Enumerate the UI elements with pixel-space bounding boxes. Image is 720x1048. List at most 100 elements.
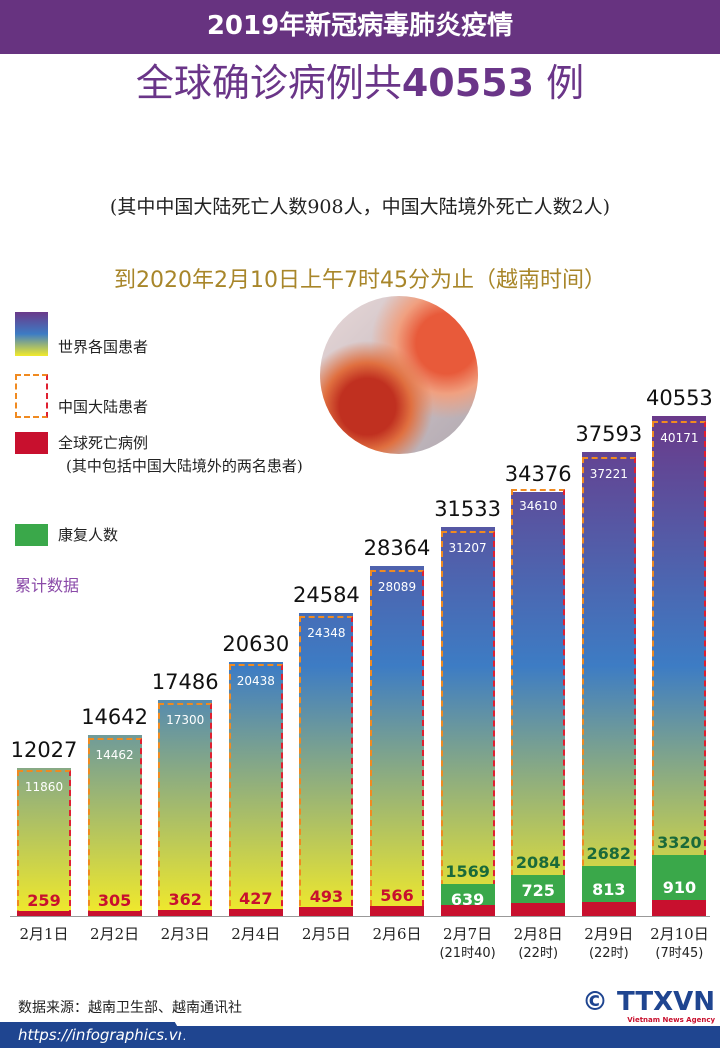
data-source: 数据来源：越南卫生部、越南通讯社 <box>18 1000 242 1016</box>
china-label: 28089 <box>377 579 417 594</box>
headline-prefix: 全球确诊病例共 <box>135 61 402 105</box>
x-tick-note: (7时45) <box>655 946 704 961</box>
deaths-label: 566 <box>380 886 414 906</box>
x-tick-note: (22时) <box>588 946 629 961</box>
china-label: 14462 <box>95 747 134 762</box>
x-tick-label: 2月9日 (22时) <box>574 925 644 963</box>
total-label: 28364 <box>363 536 431 561</box>
total-label: 34376 <box>504 462 572 487</box>
legend-deaths-swatch <box>15 432 48 454</box>
logo-subtext: Vietnam News Agency <box>627 1016 716 1024</box>
recovered-label: 3320 <box>657 833 702 853</box>
virus-image <box>320 296 478 454</box>
x-tick-label: 2月3日 <box>150 925 220 944</box>
deaths-label: 910 <box>662 878 697 898</box>
bar-deaths <box>299 907 354 916</box>
x-tick-date: 2月1日 <box>19 925 69 943</box>
china-label: 31207 <box>448 541 487 556</box>
deaths-label: 305 <box>97 890 132 910</box>
logo-text: © TTXVN <box>582 987 716 1017</box>
headline: 全球确诊病例共40553 例 <box>0 58 720 108</box>
legend-world-swatch <box>15 312 48 356</box>
china-label: 40171 <box>660 430 699 445</box>
bar-recovered <box>652 855 707 901</box>
recovered-label: 2682 <box>586 843 632 863</box>
china-label: 24348 <box>307 625 346 640</box>
x-tick-label: 2月6日 <box>362 925 432 944</box>
total-label: 12027 <box>10 737 78 762</box>
x-tick-label: 2月7日 (21时40) <box>433 925 503 963</box>
bar-deaths <box>440 904 495 916</box>
site-url[interactable]: https://infographics.vn <box>0 1022 190 1048</box>
x-tick-date: 2月7日 <box>443 925 493 943</box>
bar-world <box>87 735 142 916</box>
x-tick-date: 2月4日 <box>231 925 281 943</box>
bar-world <box>511 492 566 916</box>
deaths-label: 259 <box>27 891 61 910</box>
bar-recovered <box>511 875 566 904</box>
bar-china <box>87 737 142 916</box>
recovered-label: 1569 <box>445 861 490 881</box>
as-of-date: 到2020年2月10日上午7时45分为止（越南时间） <box>114 268 606 293</box>
bar-deaths <box>87 910 142 916</box>
bar-world <box>652 416 707 916</box>
deaths-label: 813 <box>592 879 626 899</box>
x-tick-label: 2月8日 (22时) <box>503 925 573 963</box>
total-label: 14642 <box>81 705 148 730</box>
headline-suffix: 例 <box>534 61 585 105</box>
bar-recovered <box>440 883 495 905</box>
deaths-label: 493 <box>309 887 344 907</box>
legend-china-swatch <box>15 374 48 418</box>
x-tick-date: 2月10日 <box>650 925 709 943</box>
bar-world <box>228 661 283 916</box>
deaths-label: 725 <box>521 881 555 901</box>
total-label: 40553 <box>645 386 713 410</box>
bar-deaths <box>652 900 707 916</box>
x-tick-note: (22时) <box>518 946 559 961</box>
bar-world <box>440 527 495 916</box>
deaths-label: 362 <box>168 889 202 909</box>
bar-china <box>299 615 354 916</box>
x-tick-label: 2月2日 <box>80 925 150 944</box>
deaths-label: 639 <box>450 890 485 909</box>
bar-world <box>370 566 424 916</box>
bar-china <box>158 702 213 916</box>
death-note: (其中中国大陆死亡人数908人，中国大陆境外死亡人数2人) <box>109 196 611 218</box>
total-label: 17486 <box>151 670 219 695</box>
china-label: 17300 <box>166 712 205 727</box>
x-tick-note: (21时40) <box>439 946 496 961</box>
china-label: 20438 <box>236 674 275 688</box>
x-tick-date: 2月3日 <box>160 925 210 943</box>
bar-china <box>440 531 495 916</box>
bar-deaths <box>158 909 213 916</box>
x-tick-date: 2月9日 <box>584 925 634 943</box>
x-tick-label: 2月4日 <box>221 925 291 944</box>
bar-deaths <box>370 906 424 916</box>
x-tick-label: 2月10日 (7时45) <box>644 925 714 963</box>
deaths-label: 427 <box>239 888 273 908</box>
bar-world <box>299 612 354 916</box>
x-tick-label: 2月1日 <box>9 925 79 944</box>
x-tick-date: 2月6日 <box>372 925 422 943</box>
total-label: 31533 <box>434 497 501 522</box>
total-label: 20630 <box>222 631 290 656</box>
total-label: 24584 <box>292 582 360 607</box>
x-tick-label: 2月5日 <box>291 925 361 944</box>
bar-deaths <box>511 903 566 916</box>
bar-deaths <box>17 911 71 916</box>
bar-china <box>228 664 283 916</box>
bar-deaths <box>228 908 283 916</box>
china-label: 11860 <box>24 779 64 794</box>
header-title: 2019年新冠病毒肺炎疫情 <box>0 0 720 54</box>
legend-deaths-note: (其中包括中国大陆境外的两名患者) <box>66 457 303 475</box>
cumulative-label: 累计数据 <box>15 576 80 595</box>
bar-world <box>17 767 71 916</box>
x-axis <box>10 916 710 917</box>
legend-recovered-swatch <box>15 524 48 546</box>
bar-deaths <box>581 901 636 916</box>
ttxvn-logo: © TTXVN Vietnam News Agency <box>582 988 715 1025</box>
bar-world <box>158 700 213 916</box>
x-tick-date: 2月2日 <box>90 925 140 943</box>
legend-deaths: 全球死亡病例 <box>58 434 149 452</box>
